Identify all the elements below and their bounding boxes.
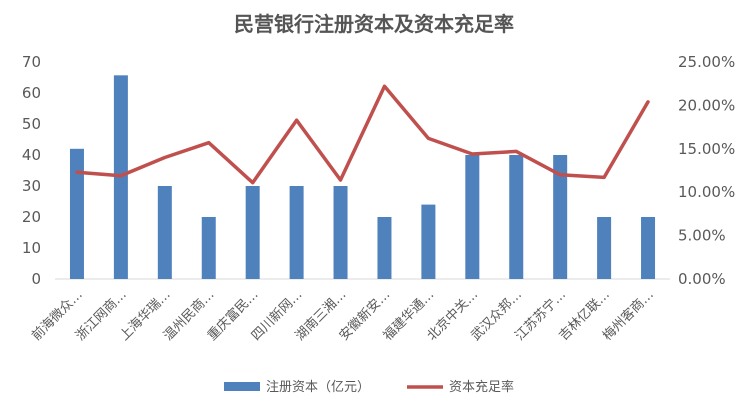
line-series [75, 84, 650, 185]
line-point [339, 178, 343, 182]
bar [553, 155, 568, 279]
y-right-tick-label: 0.00% [678, 270, 726, 288]
y-left-tick-label: 70 [22, 53, 41, 71]
bar [201, 217, 216, 279]
y-left-tick-label: 40 [22, 146, 41, 164]
bar [465, 155, 480, 279]
line-point [295, 118, 299, 122]
y-left-tick-label: 10 [22, 239, 41, 257]
line-point [514, 149, 518, 153]
bar [641, 217, 656, 279]
line-point [251, 181, 255, 185]
line-point [558, 173, 562, 177]
y-left-tick-label: 0 [31, 270, 41, 288]
axes: 0 10 20 30 40 50 60 70 0.00% 5.00% 10.00% 15.00% 20.… [22, 53, 735, 288]
legend-label: 注册资本（亿元） [266, 380, 370, 395]
line-point [602, 175, 606, 179]
legend-label: 资本充足率 [449, 379, 514, 395]
line-point [163, 155, 167, 159]
legend: 注册资本（亿元） 资本充足率 [224, 379, 514, 395]
bar [597, 217, 612, 279]
bar [509, 155, 524, 279]
y-right-tick-label: 5.00% [678, 227, 726, 245]
line-point [75, 170, 79, 174]
line-point [646, 100, 650, 104]
category-labels: 前海微众…浙江网商…上海华瑞…温州民商…重庆富民…四川新网…湖南三湘…安徽新安…… [29, 287, 657, 344]
y-left-tick-label: 50 [22, 115, 41, 133]
y-left-tick-label: 20 [22, 208, 41, 226]
y-right-tick-label: 10.00% [678, 183, 735, 201]
y-right-tick-label: 20.00% [678, 96, 735, 114]
y-right-tick-label: 15.00% [678, 140, 735, 158]
bar [377, 217, 392, 279]
y-left-tick-label: 60 [22, 84, 41, 102]
chart-title: 民营银行注册资本及资本充足率 [234, 12, 514, 36]
line-point [470, 152, 474, 156]
line-point [207, 141, 211, 145]
legend-swatch-bar [224, 382, 260, 391]
bar [333, 186, 348, 279]
y-left-tick-label: 30 [22, 177, 41, 195]
line-point [426, 136, 430, 140]
bar [69, 148, 84, 279]
series-line [75, 84, 650, 185]
bar [289, 186, 304, 279]
y-right-tick-label: 25.00% [678, 53, 735, 71]
bar [157, 186, 172, 279]
bar-series [69, 75, 656, 279]
line-point [382, 84, 386, 88]
bar [421, 204, 436, 279]
line-point [119, 174, 123, 178]
bar [245, 186, 260, 279]
